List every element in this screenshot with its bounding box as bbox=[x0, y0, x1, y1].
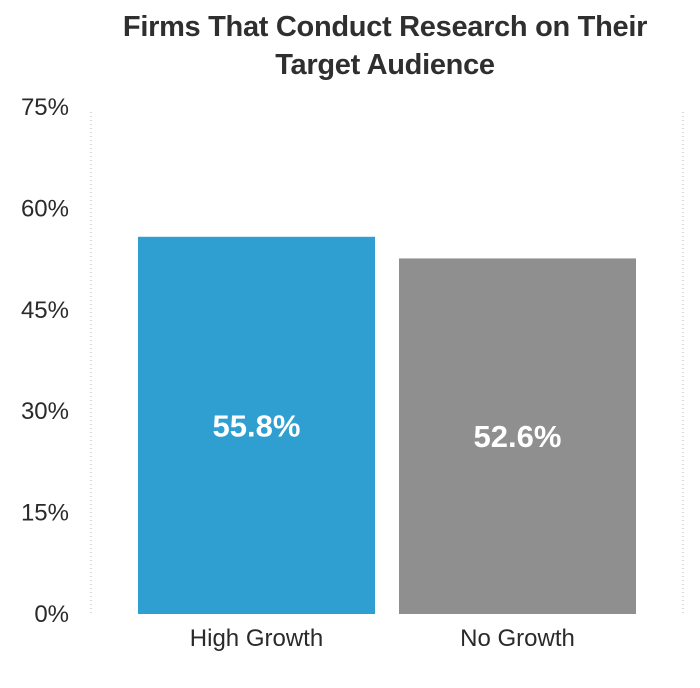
y-tick-label: 75% bbox=[21, 94, 69, 121]
bar-value-label: 55.8% bbox=[213, 408, 301, 443]
y-tick-label: 60% bbox=[21, 195, 69, 222]
y-tick-label: 30% bbox=[21, 398, 69, 425]
bar-high-growth bbox=[138, 236, 375, 615]
chart-title: Firms That Conduct Research on Their Tar… bbox=[122, 11, 648, 81]
x-category-label: No Growth bbox=[460, 625, 575, 652]
y-tick-label: 45% bbox=[21, 297, 69, 324]
y-tick-label: 0% bbox=[34, 601, 69, 628]
y-tick-label: 15% bbox=[21, 500, 69, 527]
bar-no-growth bbox=[399, 258, 636, 614]
x-category-label: High Growth bbox=[190, 625, 323, 652]
bar-value-label: 52.6% bbox=[474, 419, 562, 454]
